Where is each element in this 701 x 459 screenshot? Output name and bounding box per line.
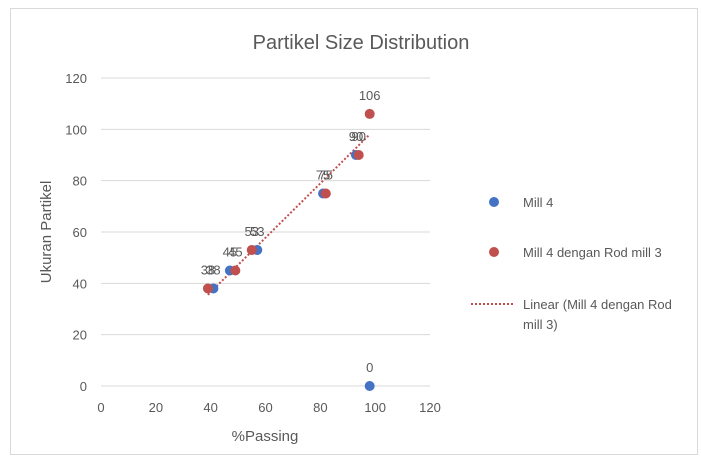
point-s1-4 — [353, 150, 364, 160]
legend-label-trendline-line1: Linear (Mill 4 dengan Rod — [523, 297, 672, 312]
point-s0-5 — [364, 381, 375, 391]
x-tick-label-100: 100 — [364, 400, 386, 415]
x-tick-label-120: 120 — [419, 400, 441, 415]
data-points — [202, 108, 375, 391]
y-tick-label-100: 100 — [65, 122, 87, 137]
data-label-s0-0: 38 — [206, 262, 220, 277]
x-axis-ticks: 0 20 40 60 80 100 120 — [97, 400, 440, 415]
gridlines — [101, 77, 430, 387]
data-label-s0-1: 45 — [223, 245, 237, 260]
x-tick-label-40: 40 — [203, 400, 217, 415]
chart-title: Partikel Size Distribution — [253, 32, 470, 54]
legend-label-mill-4-rod-mill-3: Mill 4 dengan Rod mill 3 — [523, 245, 662, 260]
data-label-s0-2: 53 — [250, 224, 264, 239]
y-tick-label-120: 120 — [65, 71, 87, 86]
legend-marker-mill-4 — [489, 197, 499, 207]
y-axis-label: Ukuran Partikel — [38, 181, 55, 284]
legend-label-mill-4: Mill 4 — [523, 195, 553, 210]
point-s1-3 — [320, 188, 331, 199]
data-label-s0-4: 90 — [349, 129, 363, 144]
legend-label-trendline-line2: mill 3) — [523, 317, 558, 332]
point-s1-2 — [246, 244, 257, 255]
x-tick-label-60: 60 — [258, 400, 272, 415]
data-label-s0-5: 0 — [366, 360, 373, 375]
y-tick-label-0: 0 — [80, 379, 87, 394]
data-label-s1-0: 38 — [201, 262, 215, 277]
point-s1-5 — [364, 108, 375, 119]
y-tick-label-80: 80 — [73, 174, 87, 189]
legend-marker-mill-4-rod-mill-3 — [489, 247, 499, 257]
x-tick-label-80: 80 — [313, 400, 327, 415]
data-label-s1-4: 90 — [351, 129, 365, 144]
data-label-s0-3: 75 — [316, 168, 330, 183]
x-tick-label-0: 0 — [97, 400, 104, 415]
data-label-s1-1: 45 — [228, 245, 242, 260]
y-axis-ticks: 0 20 40 60 80 100 120 — [65, 71, 87, 394]
data-label-s1-2: 53 — [245, 224, 259, 239]
y-tick-label-60: 60 — [73, 225, 87, 240]
legend: Mill 4 Mill 4 dengan Rod mill 3 Linear (… — [471, 195, 672, 332]
x-tick-label-20: 20 — [149, 400, 163, 415]
point-s1-1 — [230, 265, 241, 276]
y-tick-label-20: 20 — [73, 328, 87, 343]
data-label-s1-3: 75 — [319, 168, 333, 183]
point-s1-0 — [202, 283, 213, 294]
x-axis-label: %Passing — [232, 428, 299, 445]
data-label-s1-5: 106 — [359, 88, 381, 103]
y-tick-label-40: 40 — [73, 276, 87, 291]
